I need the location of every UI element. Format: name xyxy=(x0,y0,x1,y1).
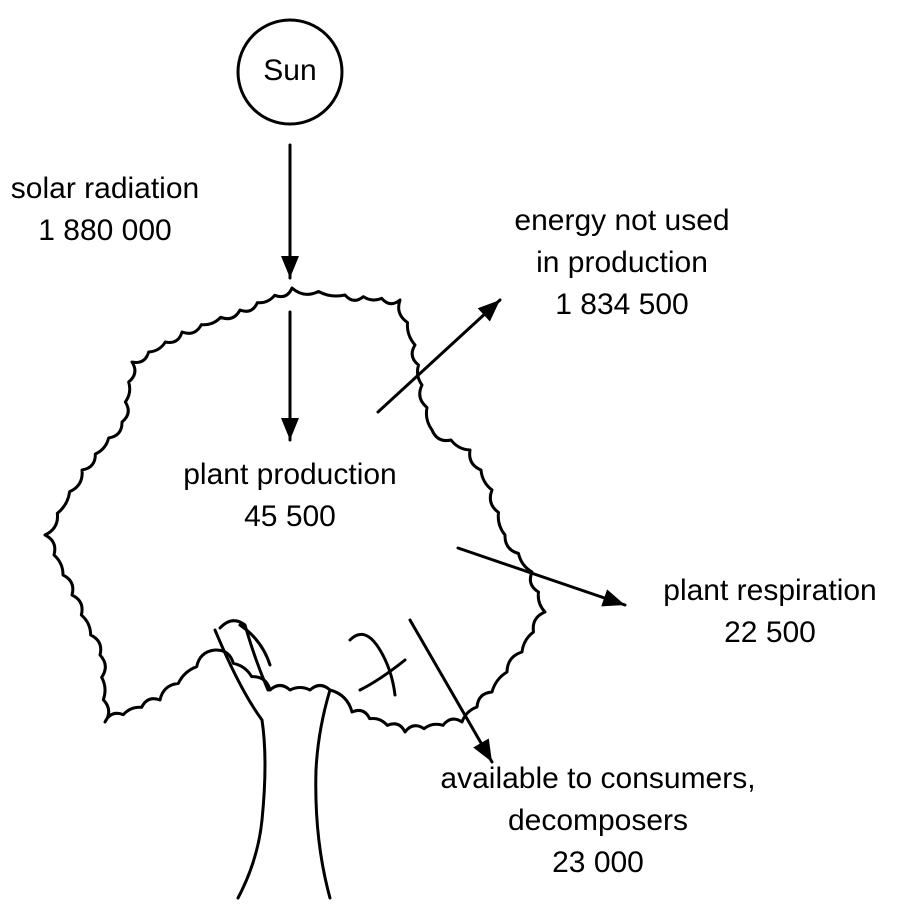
flow-text: plant respiration xyxy=(663,574,876,607)
flow-label: plant production 45 500 xyxy=(183,458,397,533)
arrow xyxy=(456,546,627,607)
flow-text: available to consumers, xyxy=(440,762,755,795)
flow-text: decomposers xyxy=(508,804,688,837)
flow-value: 1 834 500 xyxy=(555,288,688,321)
flow-value: 1 880 000 xyxy=(38,214,171,247)
flow-text: energy not used xyxy=(514,204,729,237)
arrow xyxy=(376,298,502,414)
sun-circle xyxy=(236,18,344,126)
flow-label: energy not used in production 1 834 500 xyxy=(514,204,729,321)
flow-value: 45 500 xyxy=(244,500,336,533)
tree-crown xyxy=(43,286,547,734)
sun-label: Sun xyxy=(263,54,316,87)
flow-label: available to consumers, decomposers 23 000 xyxy=(440,762,755,879)
flow-text: solar radiation xyxy=(11,172,199,205)
flow-text: plant production xyxy=(183,458,397,491)
trunk-right xyxy=(314,688,332,900)
arrows xyxy=(281,143,627,764)
branches xyxy=(218,619,407,697)
trunk-left xyxy=(213,628,267,900)
flow-label: solar radiation 1 880 000 xyxy=(11,172,199,247)
flow-label: plant respiration 22 500 xyxy=(663,574,876,649)
flow-value: 22 500 xyxy=(724,616,816,649)
arrow xyxy=(408,618,494,764)
flow-value: 23 000 xyxy=(552,846,644,879)
flow-text: in production xyxy=(536,246,708,279)
